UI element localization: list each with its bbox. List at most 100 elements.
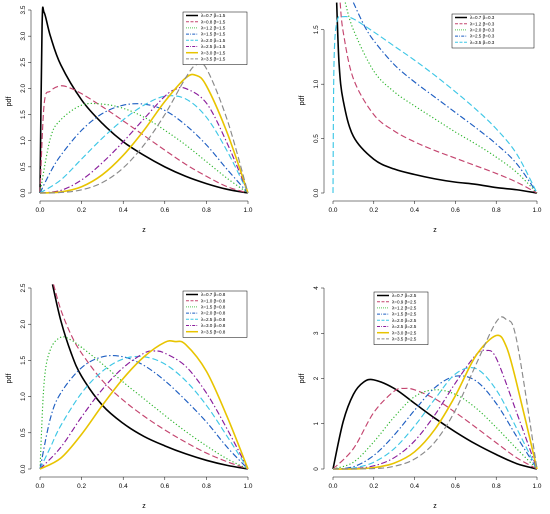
series-line-1 bbox=[332, 378, 538, 470]
axes: 0.0 0.2 0.4 0.6 0.8 1.0 0.0 0.5 1.0 1.5 2.0 2.5 z pdf bbox=[6, 283, 253, 510]
legend: λ=0.7 β=0.3λ=1.2 β=0.3 λ=2.0 β=0.3λ=2.5 β… bbox=[451, 13, 535, 49]
legend-label: λ=1.5 β=2.5 bbox=[392, 312, 417, 317]
x-tick-label: 1.0 bbox=[244, 207, 253, 214]
x-tick-label: 0.8 bbox=[492, 207, 501, 214]
series-lines bbox=[39, 6, 249, 194]
y-axis-title: pdf bbox=[6, 97, 13, 107]
x-tick-label: 0.2 bbox=[77, 483, 86, 490]
chart-panel-1: 0.0 0.2 0.4 0.6 0.8 1.0 0.0 0.5 1.0 1.5 2.0 2.5 3.0 3… bbox=[6, 5, 253, 234]
y-tick-label: 1.0 bbox=[313, 79, 320, 88]
y-tick-label: 1.0 bbox=[20, 392, 27, 401]
y-tick-label: 3.0 bbox=[20, 31, 27, 40]
legend-label: λ=1.5 β=0.8 bbox=[201, 305, 226, 310]
y-tick-label: 2.5 bbox=[20, 283, 27, 292]
x-axis-title: z bbox=[433, 503, 437, 510]
legend-box bbox=[182, 11, 248, 65]
y-tick-label: 2 bbox=[313, 376, 320, 380]
x-tick-label: 1.0 bbox=[533, 483, 542, 490]
legend-box bbox=[182, 290, 248, 338]
legend-label: λ=2.0 β=2.5 bbox=[392, 318, 417, 323]
legend-label: λ=3.5 β=0.8 bbox=[201, 329, 226, 334]
x-tick-label: 0.6 bbox=[160, 483, 169, 490]
y-tick-label: 0.5 bbox=[20, 162, 27, 171]
legend-label: λ=1.2 β=2.5 bbox=[392, 306, 417, 311]
chart-panel-2: 0.0 0.2 0.4 0.6 0.8 1.0 0.0 0.5 1.0 1.5 z pdf λ=0.7 … bbox=[299, 2, 542, 234]
legend-label: λ=1.2 β=1.5 bbox=[201, 26, 226, 31]
x-tick-label: 0.0 bbox=[36, 483, 45, 490]
y-tick-label: 4 bbox=[313, 286, 320, 290]
legend-label: λ=0.9 β=2.5 bbox=[392, 299, 417, 304]
legend-label: λ=1.5 β=1.5 bbox=[201, 32, 226, 37]
legend-label: λ=3.5 β=1.5 bbox=[201, 57, 226, 62]
legend-label: λ=2.0 β=1.5 bbox=[201, 38, 226, 43]
x-tick-label: 0.0 bbox=[329, 207, 338, 214]
y-tick-label: 2.5 bbox=[20, 57, 27, 66]
legend: λ=0.7 β=1.5λ=0.8 β=1.5 λ=1.2 β=1.5λ=1.5 β… bbox=[182, 11, 248, 65]
y-tick-label: 0.5 bbox=[20, 428, 27, 437]
y-tick-label: 1.0 bbox=[20, 136, 27, 145]
series-line-7 bbox=[39, 73, 249, 194]
series-line-1 bbox=[335, 2, 538, 194]
x-tick-label: 0.6 bbox=[451, 207, 460, 214]
x-axis-title: z bbox=[433, 227, 437, 234]
x-tick-label: 0.4 bbox=[410, 207, 419, 214]
legend-label: λ=1.0 β=0.8 bbox=[201, 298, 226, 303]
legend: λ=0.7 β=0.8λ=1.0 β=0.8 λ=1.5 β=0.8λ=2.0 β… bbox=[182, 290, 248, 338]
x-tick-label: 0.2 bbox=[369, 207, 378, 214]
series-line-2 bbox=[332, 387, 538, 470]
series-line-2 bbox=[52, 284, 249, 470]
x-tick-label: 0.2 bbox=[77, 207, 86, 214]
legend-label: λ=1.2 β=0.3 bbox=[470, 21, 495, 26]
x-axis-title: z bbox=[142, 503, 146, 510]
y-tick-label: 1 bbox=[313, 422, 320, 426]
y-axis-title: pdf bbox=[299, 374, 306, 384]
x-tick-label: 0.4 bbox=[119, 483, 128, 490]
x-tick-label: 0.6 bbox=[451, 483, 460, 490]
y-tick-label: 2.0 bbox=[20, 84, 27, 93]
legend-label: λ=0.7 β=2.5 bbox=[392, 293, 417, 298]
y-tick-label: 1.5 bbox=[313, 25, 320, 34]
series-line-3 bbox=[344, 2, 538, 194]
axes: 0.0 0.2 0.4 0.6 0.8 1.0 0.0 0.5 1.0 1.5 2.0 2.5 3.0 3… bbox=[6, 5, 253, 234]
chart-panel-3: 0.0 0.2 0.4 0.6 0.8 1.0 0.0 0.5 1.0 1.5 2.0 2.5 z pdf… bbox=[6, 283, 253, 510]
x-tick-label: 1.0 bbox=[533, 207, 542, 214]
series-line-5 bbox=[332, 15, 538, 194]
series-lines bbox=[39, 284, 249, 470]
x-tick-label: 0.4 bbox=[119, 207, 128, 214]
y-tick-label: 3 bbox=[313, 331, 320, 335]
x-tick-label: 1.0 bbox=[244, 483, 253, 490]
legend-label: λ=0.7 β=0.8 bbox=[201, 292, 226, 297]
legend-label: λ=2.0 β=0.8 bbox=[201, 311, 226, 316]
y-tick-label: 0 bbox=[313, 467, 320, 471]
x-tick-label: 0.0 bbox=[329, 483, 338, 490]
series-lines bbox=[332, 2, 538, 194]
series-line-4 bbox=[39, 354, 249, 470]
legend: λ=0.7 β=2.5λ=0.9 β=2.5 λ=1.2 β=2.5λ=1.5 β… bbox=[373, 291, 429, 345]
legend-label: λ=3.0 β=0.8 bbox=[201, 323, 226, 328]
legend-label: λ=2.5 β=1.5 bbox=[201, 44, 226, 49]
legend-label: λ=3.0 β=2.5 bbox=[392, 330, 417, 335]
x-tick-label: 0.8 bbox=[202, 207, 211, 214]
legend-label: λ=3.5 β=0.3 bbox=[470, 40, 495, 45]
series-line-5 bbox=[39, 355, 249, 470]
x-tick-label: 0.2 bbox=[369, 483, 378, 490]
series-line-7 bbox=[332, 334, 538, 470]
x-tick-label: 0.6 bbox=[160, 207, 169, 214]
y-tick-label: 0.5 bbox=[313, 134, 320, 143]
series-line-4 bbox=[352, 2, 538, 194]
series-line-6 bbox=[39, 350, 249, 470]
y-tick-label: 2.0 bbox=[20, 319, 27, 328]
series-line-5 bbox=[332, 366, 538, 470]
y-axis-title: pdf bbox=[299, 96, 306, 106]
x-tick-label: 0.0 bbox=[36, 207, 45, 214]
legend-label: λ=2.5 β=0.8 bbox=[201, 317, 226, 322]
axes: 0.0 0.2 0.4 0.6 0.8 1.0 0.0 0.5 1.0 1.5 z pdf bbox=[299, 25, 542, 234]
legend-label: λ=0.8 β=1.5 bbox=[201, 19, 226, 24]
legend-box bbox=[373, 291, 429, 345]
legend-label: λ=2.5 β=2.5 bbox=[392, 324, 417, 329]
series-line-1 bbox=[39, 6, 249, 194]
x-axis-title: z bbox=[142, 227, 146, 234]
legend-label: λ=0.7 β=1.5 bbox=[201, 13, 226, 18]
